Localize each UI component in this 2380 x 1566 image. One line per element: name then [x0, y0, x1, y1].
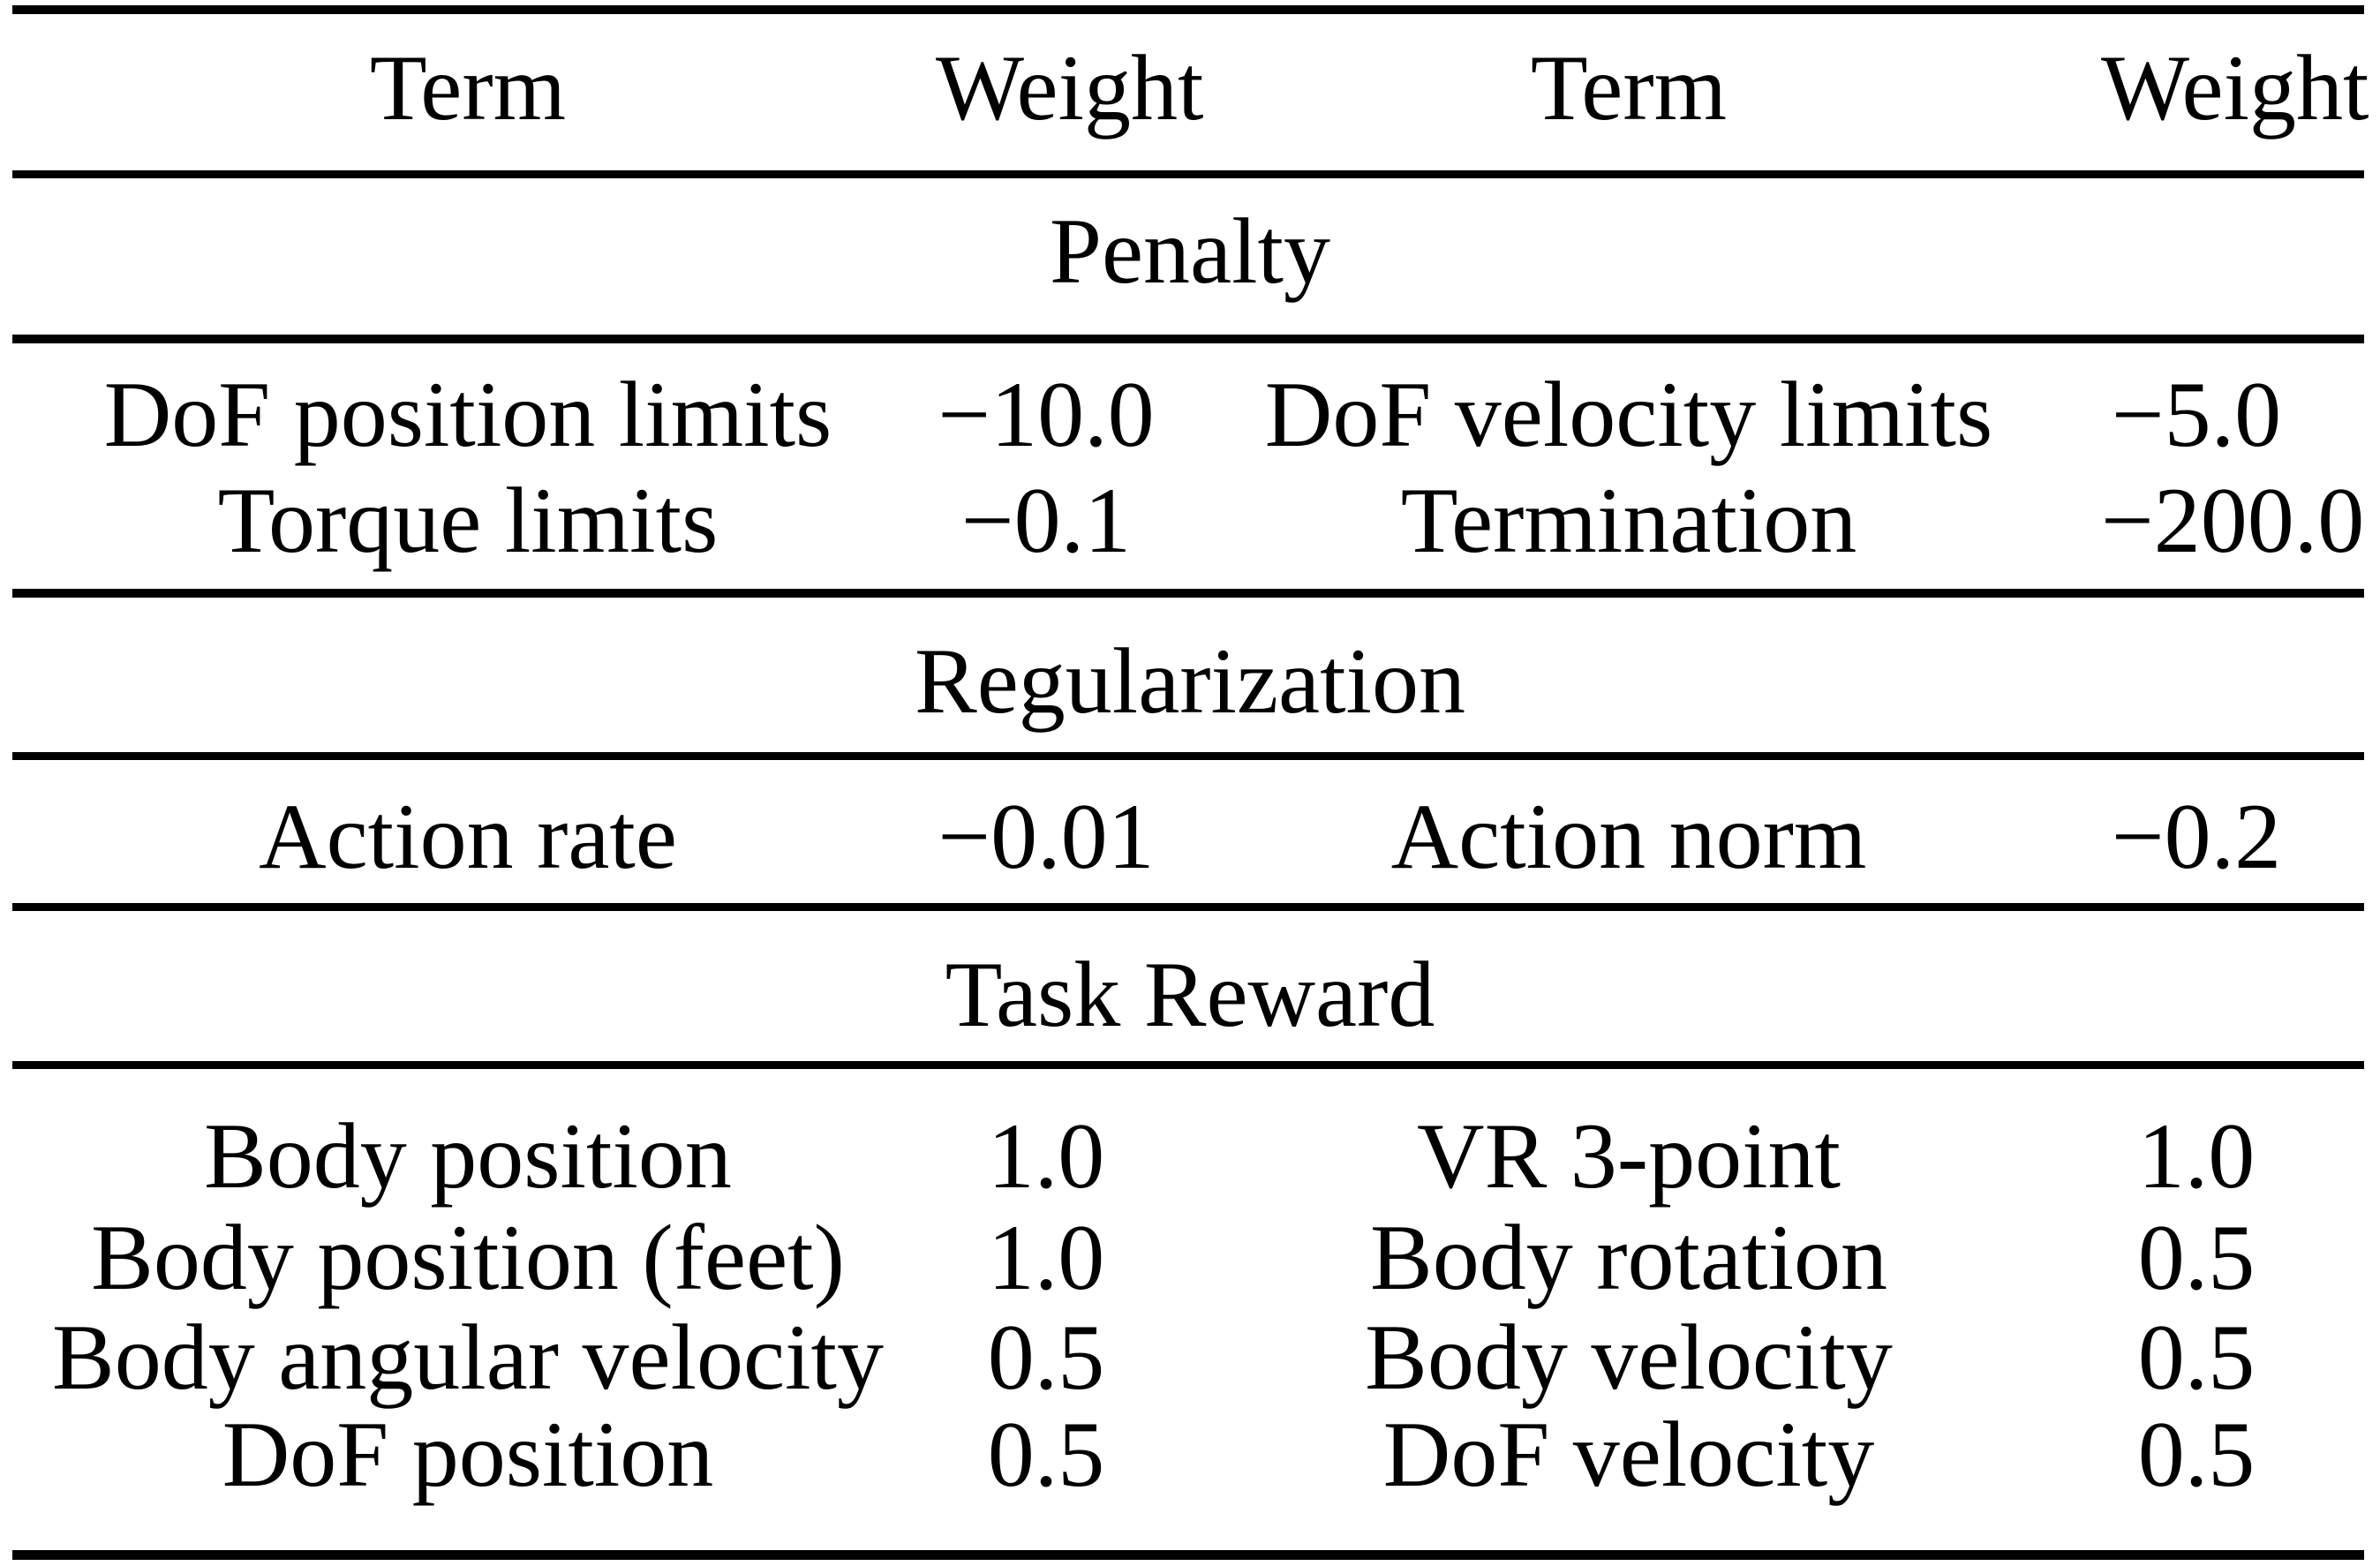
weight-cell: −10.0: [938, 363, 1155, 466]
table-row: Torque limits −0.1 Termination −200.0: [0, 468, 2380, 574]
rule-below-penalty-rows: [12, 589, 2364, 598]
weight-cell: −0.2: [2111, 785, 2282, 888]
term-cell: Torque limits: [217, 469, 719, 572]
weight-cell: 1.0: [987, 1104, 1105, 1208]
term-cell: Action norm: [1390, 785, 1867, 888]
term-cell: VR 3-point: [1417, 1104, 1841, 1208]
rule-below-column-headers: [12, 170, 2364, 178]
weight-cell: −0.01: [938, 785, 1155, 888]
rule-below-task-reward-title: [12, 1061, 2364, 1069]
term-cell: DoF velocity: [1382, 1403, 1875, 1506]
table-row: Body position (feet) 1.0 Body rotation 0…: [0, 1205, 2380, 1311]
rule-below-regularization-rows: [12, 903, 2364, 911]
term-cell: Body angular velocity: [52, 1306, 884, 1409]
table-row: DoF position 0.5 DoF velocity 0.5: [0, 1402, 2380, 1508]
weight-cell: 0.5: [987, 1306, 1105, 1409]
column-header-row: Term Weight Term Weight: [0, 35, 2380, 141]
term-cell: Body position: [204, 1104, 732, 1208]
weight-cell: 1.0: [2137, 1104, 2256, 1208]
table-top-rule: [12, 5, 2364, 14]
weight-cell: 0.5: [2137, 1403, 2256, 1506]
column-header-weight-right: Weight: [2101, 36, 2369, 139]
weight-cell: 1.0: [987, 1206, 1105, 1309]
section-header-regularization: Regularization: [0, 629, 2380, 734]
weight-cell: 0.5: [2137, 1306, 2256, 1409]
section-title-regularization: Regularization: [915, 629, 1465, 733]
term-cell: Termination: [1400, 469, 1857, 572]
term-cell: Body velocity: [1365, 1306, 1893, 1409]
weight-cell: −200.0: [2101, 469, 2365, 572]
section-header-penalty: Penalty: [0, 199, 2380, 305]
column-header-term-right: Term: [1530, 36, 1728, 139]
term-cell: DoF velocity limits: [1264, 363, 1993, 466]
rule-below-penalty-title: [12, 335, 2364, 343]
column-header-weight-left: Weight: [936, 36, 1204, 139]
term-cell: DoF position: [222, 1403, 714, 1506]
table-row: Body position 1.0 VR 3-point 1.0: [0, 1103, 2380, 1209]
weight-cell: −0.1: [960, 469, 1132, 572]
term-cell: Action rate: [259, 785, 677, 888]
section-title-penalty: Penalty: [1050, 200, 1330, 303]
term-cell: Body rotation: [1370, 1206, 1887, 1309]
weight-cell: 0.5: [987, 1403, 1105, 1506]
table-bottom-rule: [12, 1550, 2364, 1560]
section-header-task-reward: Task Reward: [0, 942, 2380, 1048]
weight-cell: −5.0: [2111, 363, 2282, 466]
column-header-term-left: Term: [369, 36, 567, 139]
table-row: Action rate −0.01 Action norm −0.2: [0, 784, 2380, 890]
table-row: Body angular velocity 0.5 Body velocity …: [0, 1305, 2380, 1411]
table-row: DoF position limits −10.0 DoF velocity l…: [0, 362, 2380, 468]
section-title-task-reward: Task Reward: [945, 943, 1435, 1046]
term-cell: Body position (feet): [91, 1206, 845, 1309]
term-cell: DoF position limits: [103, 363, 832, 466]
rule-below-regularization-title: [12, 752, 2364, 760]
weight-cell: 0.5: [2137, 1206, 2256, 1309]
